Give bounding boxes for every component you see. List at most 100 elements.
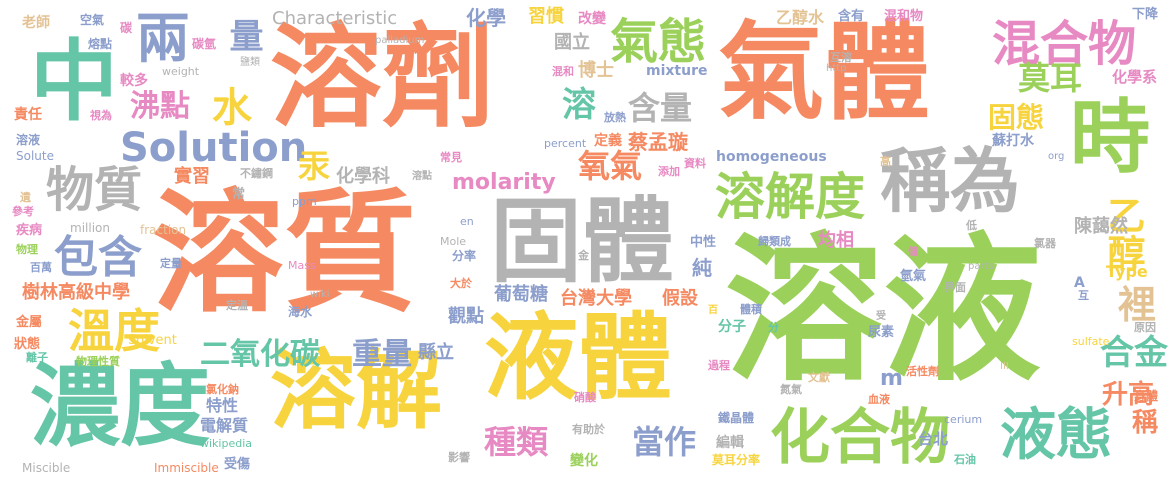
word-stainless-steel: 不鏽鋼 — [240, 167, 273, 180]
word-characteristic: Characteristic — [272, 8, 398, 29]
word-ethanol: 乙醇 — [1101, 196, 1145, 272]
word-time: 時 — [1070, 91, 1150, 184]
word-mixture: 混合物 — [992, 16, 1137, 72]
word-urea: 尿素 — [868, 325, 895, 340]
word-org: org — [1048, 151, 1065, 162]
word-regard-as: 視為 — [90, 109, 112, 122]
word-volume: 體積 — [740, 303, 762, 316]
word-gold: 金 — [578, 249, 589, 262]
word-metal: 金屬 — [16, 315, 43, 330]
word-million-zh: 百萬 — [30, 261, 52, 274]
word-decrease: 下降 — [1132, 7, 1159, 22]
word-chlorinator: 氯器 — [1034, 237, 1056, 250]
word-habit: 習慣 — [528, 6, 564, 27]
word-type: Type — [1106, 262, 1148, 281]
word-wiki: wiki — [310, 289, 330, 300]
word-two: 兩 — [136, 7, 190, 70]
word-blood: 血液 — [868, 393, 890, 406]
word-chem-dept: 化學系 — [1112, 68, 1158, 86]
word-melting-point: 熔點 — [88, 37, 113, 51]
word-chen: 陳藹然 — [1074, 216, 1128, 237]
word-neutral: 中性 — [690, 235, 717, 250]
word-hypothesis: 假設 — [662, 288, 698, 309]
word-electrolyte: 電解質 — [200, 416, 249, 435]
word-iron-crystal: 鐵晶體 — [718, 411, 755, 425]
word-gas: 氣體 — [718, 11, 930, 134]
word-carbon: 碳 — [120, 21, 133, 35]
word-literature: 文獻 — [808, 371, 830, 384]
word-dissolve: 溶解 — [270, 341, 442, 441]
word-melt-point: 溶點 — [412, 171, 432, 182]
word-phd: 博士 — [578, 60, 614, 81]
word-as: 當作 — [632, 423, 697, 461]
word-common: 常見 — [440, 151, 462, 164]
word-injured: 受傷 — [224, 457, 251, 472]
word-molecule: 分子 — [718, 319, 746, 335]
word-physical-property: 物理性質 — [76, 355, 120, 368]
word-hydrocarbon: 碳氫 — [192, 37, 217, 51]
word-oxygen: 氧氣 — [578, 147, 643, 185]
word-amount: 量 — [223, 18, 263, 52]
word-inside: 裡 — [1118, 283, 1157, 327]
word-constant-temp: 定溫 — [226, 299, 248, 312]
word-wikipedia: wikipedia — [200, 437, 253, 450]
word-boiling-point: 沸點 — [130, 89, 190, 124]
word-fraction-zh: 分率 — [452, 249, 477, 263]
word-substance: 物質 — [46, 162, 143, 218]
word-air: 空氣 — [80, 13, 105, 27]
word-exothermic: 放熱 — [604, 111, 626, 124]
word-ion: 離子 — [26, 351, 48, 364]
word-weight-en: weight — [162, 65, 200, 78]
word-edit: 編輯 — [716, 435, 744, 451]
word-nacl: 氯化鈉 — [206, 383, 239, 396]
word-solid-state: 固態 — [988, 101, 1045, 134]
word-million: million — [70, 221, 110, 235]
word-disease: 疾病 — [16, 223, 43, 238]
word-data: 資料 — [684, 157, 706, 170]
word-mercury: 汞 — [298, 147, 331, 185]
word-include: 包含 — [54, 232, 142, 283]
word-solution-small: 溶液 — [16, 133, 41, 147]
word-mixed: 混和 — [552, 65, 574, 78]
word-teacher: 老師 — [22, 15, 50, 31]
word-molarity: molarity — [452, 170, 556, 195]
word-called: 稱為 — [880, 140, 1020, 222]
word-temperature: 溫度 — [68, 304, 160, 358]
word-solute-en: Solute — [16, 149, 54, 163]
word-call: 稱 — [1132, 408, 1159, 438]
word-national: 國立 — [554, 32, 590, 53]
word-shulin-high: 樹林高級中學 — [22, 282, 130, 303]
word-liquid: 液體 — [484, 304, 673, 413]
word-percent: percent — [544, 137, 587, 150]
word-influence: 影響 — [448, 451, 470, 464]
word-body: 身體 — [1134, 389, 1159, 403]
word-concentration: 濃度 — [30, 354, 210, 459]
word-viewpoint: 觀點 — [448, 306, 484, 327]
word-helpful: 有助於 — [572, 423, 605, 436]
word-definition: 定義 — [594, 133, 622, 149]
word-state: 狀態 — [14, 337, 41, 352]
word-mutually-soluble: 互溶 — [830, 51, 852, 64]
word-high: 高 — [880, 155, 891, 168]
word-receive: 受 — [876, 311, 886, 322]
word-content: 含量 — [628, 89, 693, 127]
word-m: m — [880, 366, 903, 391]
word-iii: III — [1000, 361, 1009, 372]
word-miscible: Miscible — [22, 461, 71, 475]
word-weight: 重量 — [352, 337, 412, 372]
word-divide: 分 — [768, 321, 779, 334]
word-more: 較多 — [120, 73, 148, 89]
word-chem-subject: 化學科 — [336, 166, 390, 187]
word-mass: Mass — [288, 259, 316, 272]
word-co2: 二氧化碳 — [200, 337, 320, 372]
word-surfactant: 活性劑 — [906, 365, 939, 378]
word-ntu: 台灣大學 — [560, 288, 632, 309]
word-county: 縣立 — [418, 342, 454, 363]
word-water: 水 — [212, 85, 252, 131]
word-low: 低 — [966, 219, 977, 232]
word-a: A — [1074, 275, 1085, 291]
word-kind: 種類 — [484, 423, 549, 461]
word-seawater: 海水 — [288, 305, 313, 319]
word-mixture-en: mixture — [646, 63, 708, 79]
word-sulfate: sulfate — [1072, 335, 1110, 348]
